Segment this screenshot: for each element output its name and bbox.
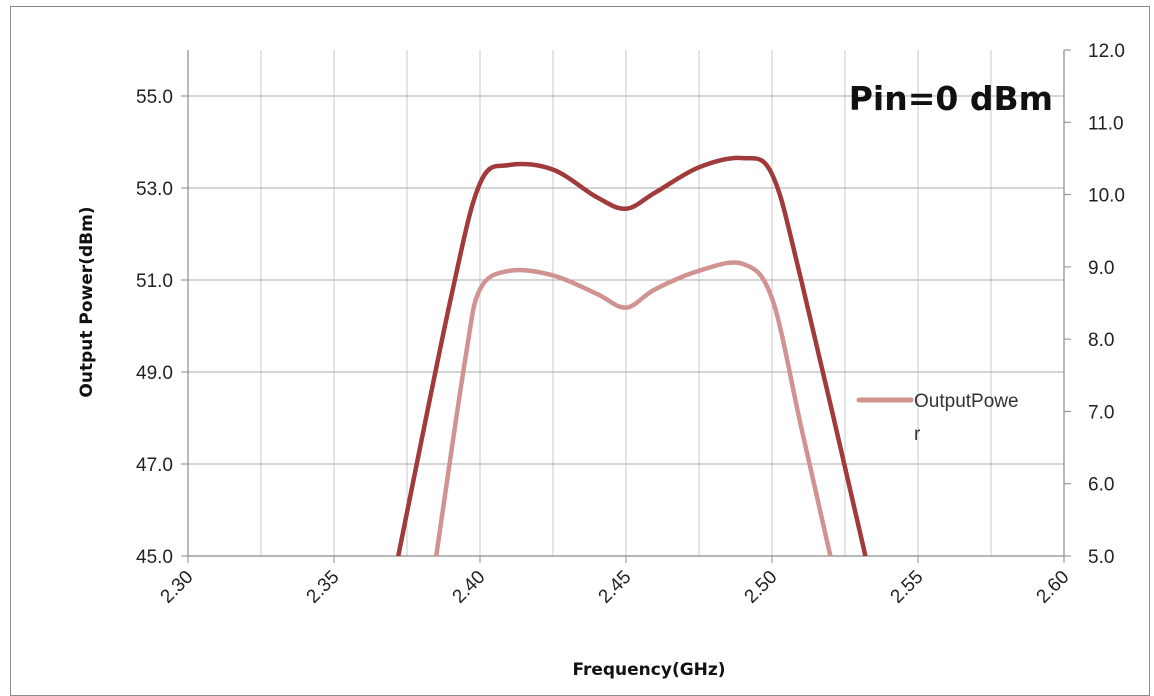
y2-tick-label: 8.0 <box>1088 330 1114 351</box>
x-tick-label: 2.35 <box>303 567 344 608</box>
y2-tick-label: 6.0 <box>1088 475 1114 496</box>
x-tick-label: 2.40 <box>449 567 490 608</box>
y2-tick-label: 10.0 <box>1088 186 1125 207</box>
legend-entry-line-2: r <box>914 424 921 445</box>
y2-tick-label: 11.0 <box>1088 113 1124 134</box>
series-lines <box>396 155 868 557</box>
chart-annotation: Pin=0 dBm <box>849 79 1053 118</box>
y2-tick-label: 5.0 <box>1088 547 1114 568</box>
y-tick-label: 53.0 <box>136 179 173 200</box>
series-line-2 <box>433 260 833 557</box>
x-tick-label: 2.30 <box>157 567 198 608</box>
x-axis-title: Frequency(GHz) <box>572 660 725 680</box>
y-tick-label: 55.0 <box>136 87 173 108</box>
y-tick-label: 51.0 <box>136 271 173 292</box>
legend-entry-line-1: OutputPowe <box>914 391 1019 412</box>
x-tick-label: 2.50 <box>741 567 782 608</box>
x-tick-label: 2.55 <box>887 567 928 608</box>
gridlines <box>188 50 1064 556</box>
y-tick-label: 47.0 <box>136 455 173 476</box>
tick-labels: 45.0 47.0 49.0 51.0 53.0 55.0 5.0 6.0 7.0 8.0 9.0 1… <box>136 41 1125 608</box>
y2-tick-label: 12.0 <box>1088 41 1125 62</box>
axes <box>181 49 1071 563</box>
x-tick-label: 2.60 <box>1033 567 1074 608</box>
y-tick-label: 49.0 <box>136 363 173 384</box>
y2-tick-label: 9.0 <box>1088 258 1114 279</box>
x-tick-label: 2.45 <box>595 567 636 608</box>
y-tick-label: 45.0 <box>136 547 173 568</box>
legend: OutputPowe r <box>856 391 1019 445</box>
y2-tick-label: 7.0 <box>1088 402 1114 423</box>
y-axis-title: Output Power(dBm) <box>77 206 97 397</box>
series-line-1 <box>396 155 868 557</box>
